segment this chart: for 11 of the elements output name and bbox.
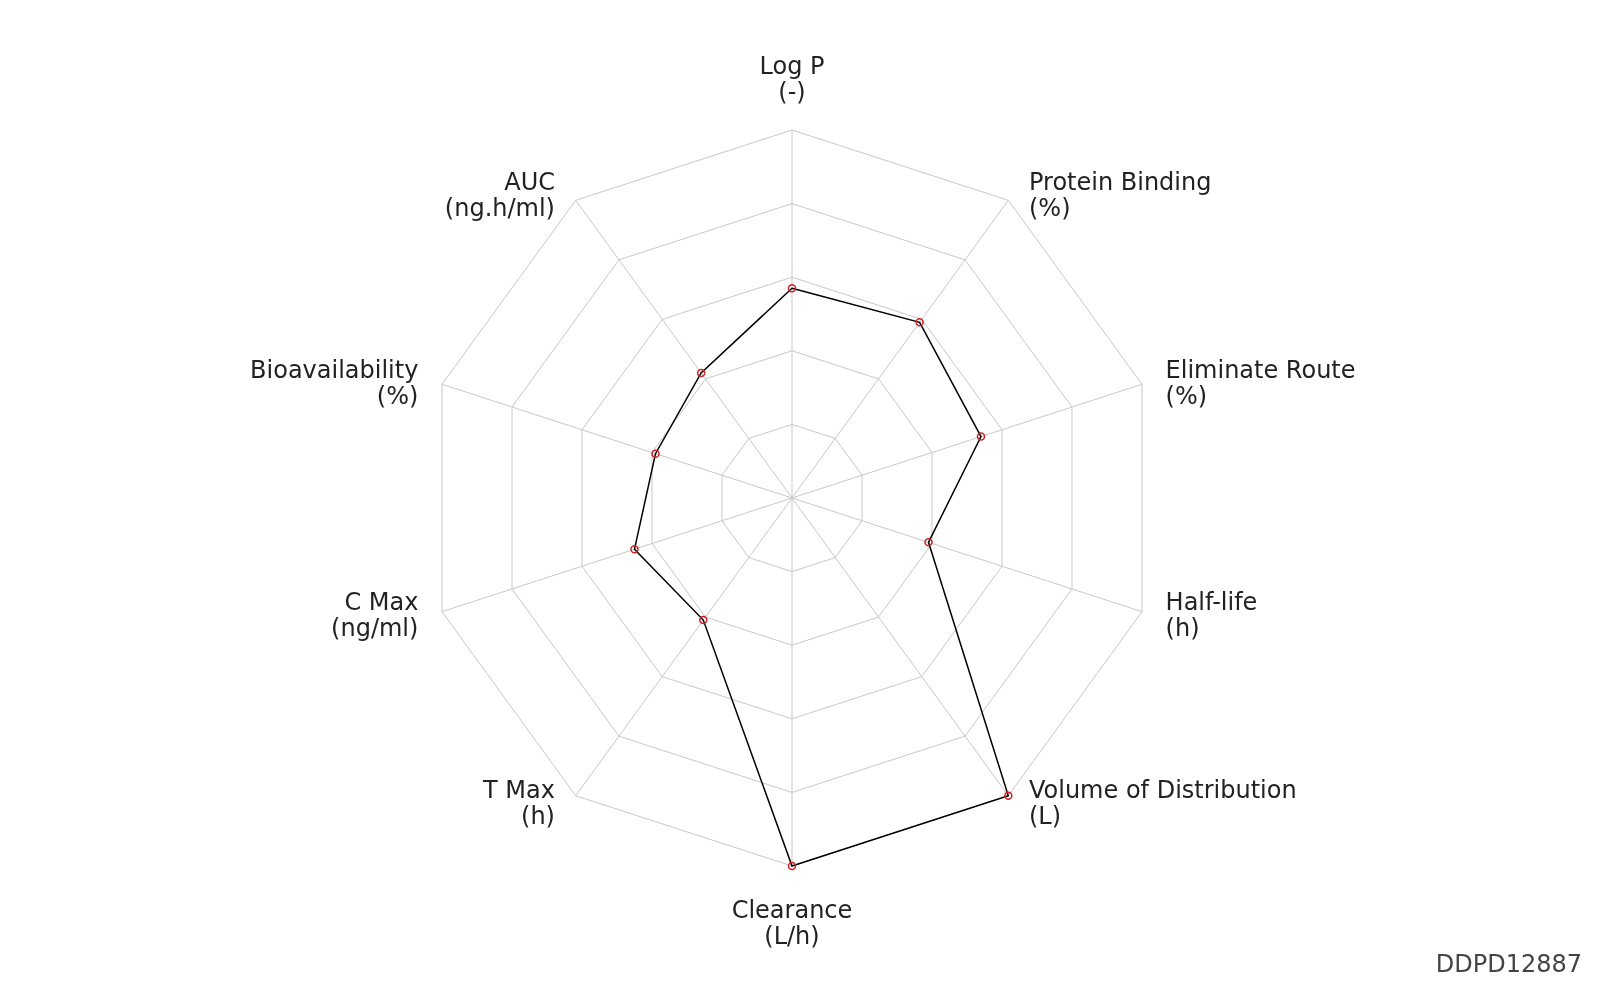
spoke-label: Volume of Distribution (L): [1029, 776, 1297, 831]
spoke-label: Clearance (L/h): [731, 896, 853, 950]
spoke-label: T Max (h): [482, 776, 555, 831]
spoke-label: Bioavailability (%): [250, 355, 419, 410]
spoke-label: Protein Binding (%): [1029, 167, 1212, 222]
spoke-label: Half-life (h): [1165, 588, 1258, 643]
text: DDPD12887: [1435, 950, 1582, 978]
spoke-label: C Max (ng/ml): [331, 588, 419, 643]
spoke-label: AUC (ng.h/ml): [444, 167, 555, 222]
spoke-label: Eliminate Route (%): [1165, 355, 1356, 410]
spoke-label: Log P (-): [759, 52, 825, 106]
